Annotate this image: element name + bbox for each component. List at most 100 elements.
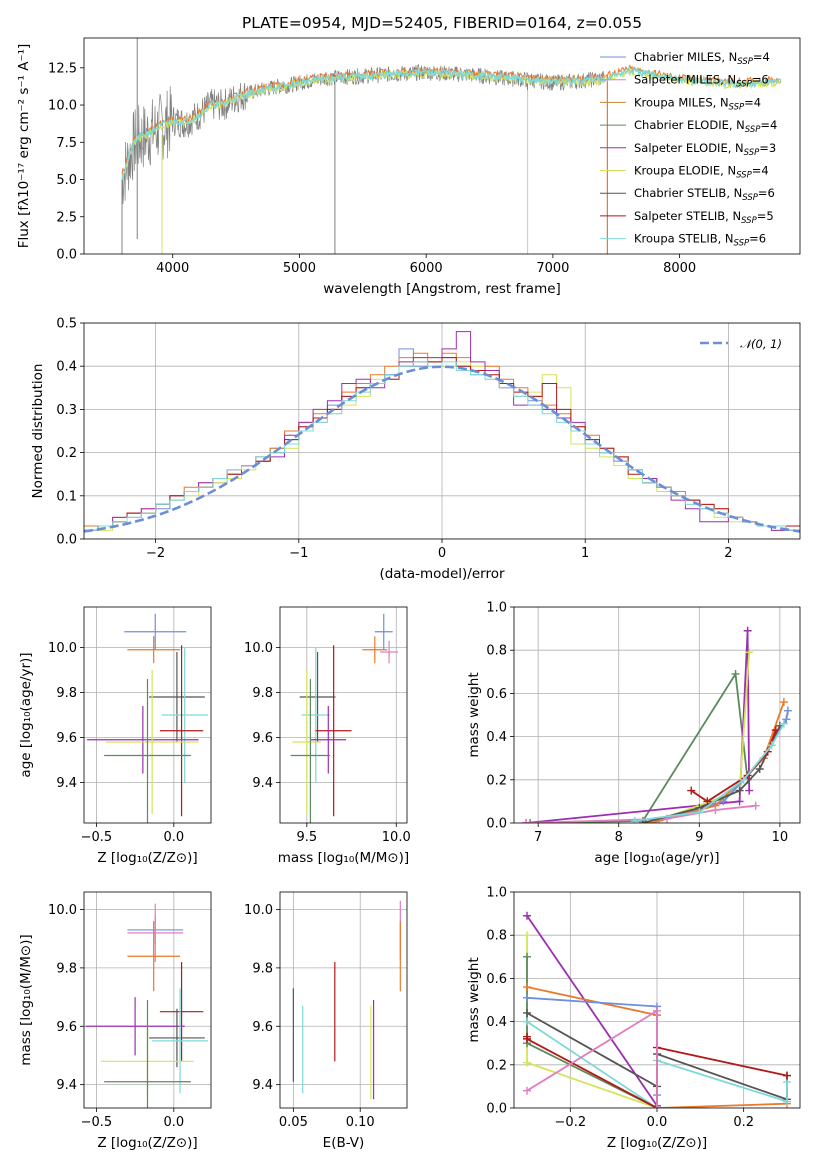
weight_vs_age-series-marker	[755, 765, 764, 773]
age_vs_mass-ytick-label: 10.0	[244, 641, 273, 656]
weight_vs_age-series-marker	[745, 786, 754, 795]
spectrum-legend-count: =4	[760, 118, 777, 132]
residuals-xtick-label: 2	[724, 546, 732, 561]
spectrum-legend-entry: Kroupa STELIB, NSSP=6	[634, 232, 766, 249]
spectrum-ytick-label: 5.0	[56, 173, 77, 188]
weight_vs_Z-xtick-label: −0.2	[555, 1115, 587, 1130]
spectrum-legend-subscript: SSP	[729, 102, 745, 112]
age_vs_mass-xtick-label: 9.5	[296, 830, 317, 845]
weight_vs_Z-plot-group	[514, 892, 800, 1108]
spectrum-legend-entry: Chabrier STELIB, NSSP=6	[634, 186, 775, 203]
weight_vs_age-xtick-label: 9	[695, 830, 703, 845]
weight_vs_Z-ylabel: mass weight	[466, 957, 482, 1042]
spectrum-panel: 4000 5000 6000 7000 8000 0.0 2.5 5.0 7.5 10.0 12.5…	[16, 37, 801, 297]
spectrum-xtick-label: 5000	[283, 261, 316, 276]
mass_vs_Z-panel: −0.5 0.0 9.4 9.6 9.8 10.0 Z [log₁₀(Z/Z⊙)] mass …	[18, 891, 212, 1151]
plot-area: 4000 5000 6000 7000 80000.02.55.07.510.012.5…	[16, 37, 801, 1151]
spectrum-legend-entry: Kroupa ELODIE, NSSP=4	[634, 164, 769, 181]
mass_vs_ebv-ytick-label: 10.0	[244, 903, 273, 918]
residuals-ytick-label: 0.4	[56, 360, 77, 375]
weight_vs_age-ytick-label: 1.0	[486, 601, 507, 616]
spectrum-legend-count: =6	[752, 73, 769, 87]
residuals-legend-entry: 𝒩(0, 1)	[740, 337, 782, 351]
spectrum-xtick-label: 7000	[536, 261, 569, 276]
spectrum-xtick-label: 4000	[156, 261, 189, 276]
spectrum-legend-count: =5	[757, 209, 774, 223]
spectrum-legend-subscript: SSP	[734, 239, 750, 249]
weight_vs_age-series-line	[526, 630, 751, 823]
residuals-axes-frame	[83, 322, 801, 540]
weight_vs_Z-series-marker	[523, 911, 531, 920]
mass_vs_ebv-plot-group	[280, 892, 407, 1108]
spectrum-legend-subscript: SSP	[741, 216, 757, 226]
age_vs_Z-xtick-label: 0.0	[163, 830, 184, 845]
spectrum-ytick-label: 10.0	[48, 99, 77, 114]
weight_vs_Z-ytick-label: 0.4	[486, 1015, 507, 1030]
weight_vs_age-xtick-label: 10	[772, 830, 789, 845]
weight_vs_age-xlabel: age [log₁₀(age/yr)]	[594, 850, 719, 866]
weight_vs_Z-series-marker	[653, 1104, 661, 1108]
spectrum-legend-count: =6	[758, 186, 775, 200]
residuals-legend: 𝒩(0, 1)	[700, 337, 782, 351]
weight_vs_Z-xtick-label: 0.2	[733, 1115, 754, 1130]
weight_vs_Z-axes-frame	[513, 891, 801, 1109]
mass_vs_ebv-ytick-label: 9.8	[252, 961, 273, 976]
age_vs_Z-ytick-label: 9.4	[56, 776, 77, 791]
mass_vs_ebv-ytick-label: 9.4	[252, 1078, 273, 1093]
weight_vs_Z-series-marker	[523, 1058, 531, 1067]
weight_vs_age-xtick-label: 7	[534, 830, 542, 845]
residuals-ytick-label: 0.1	[56, 489, 77, 504]
spectrum-ytick-label: 0.0	[56, 248, 77, 263]
residuals-ytick-label: 0.0	[56, 533, 77, 548]
weight_vs_age-series-marker	[687, 786, 696, 795]
weight_vs_Z-series-marker	[523, 1086, 531, 1095]
age_vs_Z-ytick-label: 9.8	[56, 686, 77, 701]
spectrum-plot-group	[121, 38, 782, 254]
mass_vs_Z-ytick-label: 9.6	[56, 1020, 77, 1035]
weight_vs_Z-series-marker	[523, 952, 531, 961]
age_vs_mass-ytick-label: 9.6	[252, 731, 273, 746]
weight_vs_Z-ytick-label: 0.8	[486, 929, 507, 944]
spectrum-ytick-label: 12.5	[48, 61, 77, 76]
spectrum-xlabel: wavelength [Angstrom, rest frame]	[323, 281, 561, 297]
spectrum-legend-entry: Salpeter STELIB, NSSP=5	[634, 209, 774, 226]
weight_vs_age-series-marker	[731, 669, 740, 678]
weight_vs_age-series-marker	[739, 775, 748, 784]
weight_vs_age-ylabel: mass weight	[466, 672, 482, 757]
weight_vs_Z-series-marker	[523, 983, 531, 992]
spectrum-legend-count: =4	[744, 95, 761, 109]
residuals-ytick-label: 0.5	[56, 317, 77, 332]
weight_vs_age-series-marker	[743, 626, 752, 635]
weight_vs_age-panel: 7 8 9 10 0.0 0.2 0.4 0.6 0.8 1.0 age [log₁₀(age/yr…	[466, 601, 801, 866]
age_vs_Z-ytick-label: 9.6	[56, 731, 77, 746]
weight_vs_age-ytick-label: 0.2	[486, 773, 507, 788]
residuals-xtick-label: 0	[438, 546, 446, 561]
spectrum-legend-entry: Chabrier ELODIE, NSSP=4	[634, 118, 777, 135]
weight_vs_age-series-marker	[783, 706, 792, 715]
weight_vs_age-series-marker	[745, 648, 754, 657]
spectrum-legend: Chabrier MILES, NSSP=4 Salpeter MILES, NS…	[600, 50, 777, 249]
age_vs_mass-xlabel: mass [log₁₀(M/M⊙)]	[278, 850, 409, 866]
mass_vs_Z-xtick-label: 0.0	[163, 1115, 184, 1130]
spectrum-legend-count: =4	[752, 164, 769, 178]
age_vs_mass-xtick-label: 10.0	[382, 830, 411, 845]
weight_vs_Z-series-line	[526, 1009, 658, 1108]
mass_vs_Z-ytick-label: 10.0	[48, 903, 77, 918]
spectrum-xtick-label: 8000	[663, 261, 696, 276]
spectrum-data-line	[121, 64, 604, 205]
spectrum-legend-subscript: SSP	[737, 57, 753, 67]
mass_vs_ebv-xlabel: E(B-V)	[323, 1135, 365, 1151]
weight_vs_age-series-marker	[771, 726, 780, 735]
mass_vs_Z-ytick-label: 9.4	[56, 1078, 77, 1093]
weight_vs_Z-series-marker	[783, 1097, 791, 1106]
spectrum-legend-entry: Kroupa MILES, NSSP=4	[634, 95, 761, 112]
spectrum-legend-entry: Salpeter MILES, NSSP=6	[634, 73, 769, 90]
weight_vs_age-series-line	[526, 804, 756, 823]
weight_vs_age-ytick-label: 0.4	[486, 730, 507, 745]
weight_vs_Z-xlabel: Z [log₁₀(Z/Z⊙)]	[607, 1135, 707, 1151]
spectrum-ylabel: Flux [fλ10⁻¹⁷ erg cm⁻² s⁻¹ A⁻¹]	[16, 44, 32, 249]
weight_vs_Z-series-marker	[653, 1006, 661, 1015]
spectrum-legend-count: =4	[753, 50, 770, 64]
residuals-gaussian-line	[84, 365, 800, 533]
